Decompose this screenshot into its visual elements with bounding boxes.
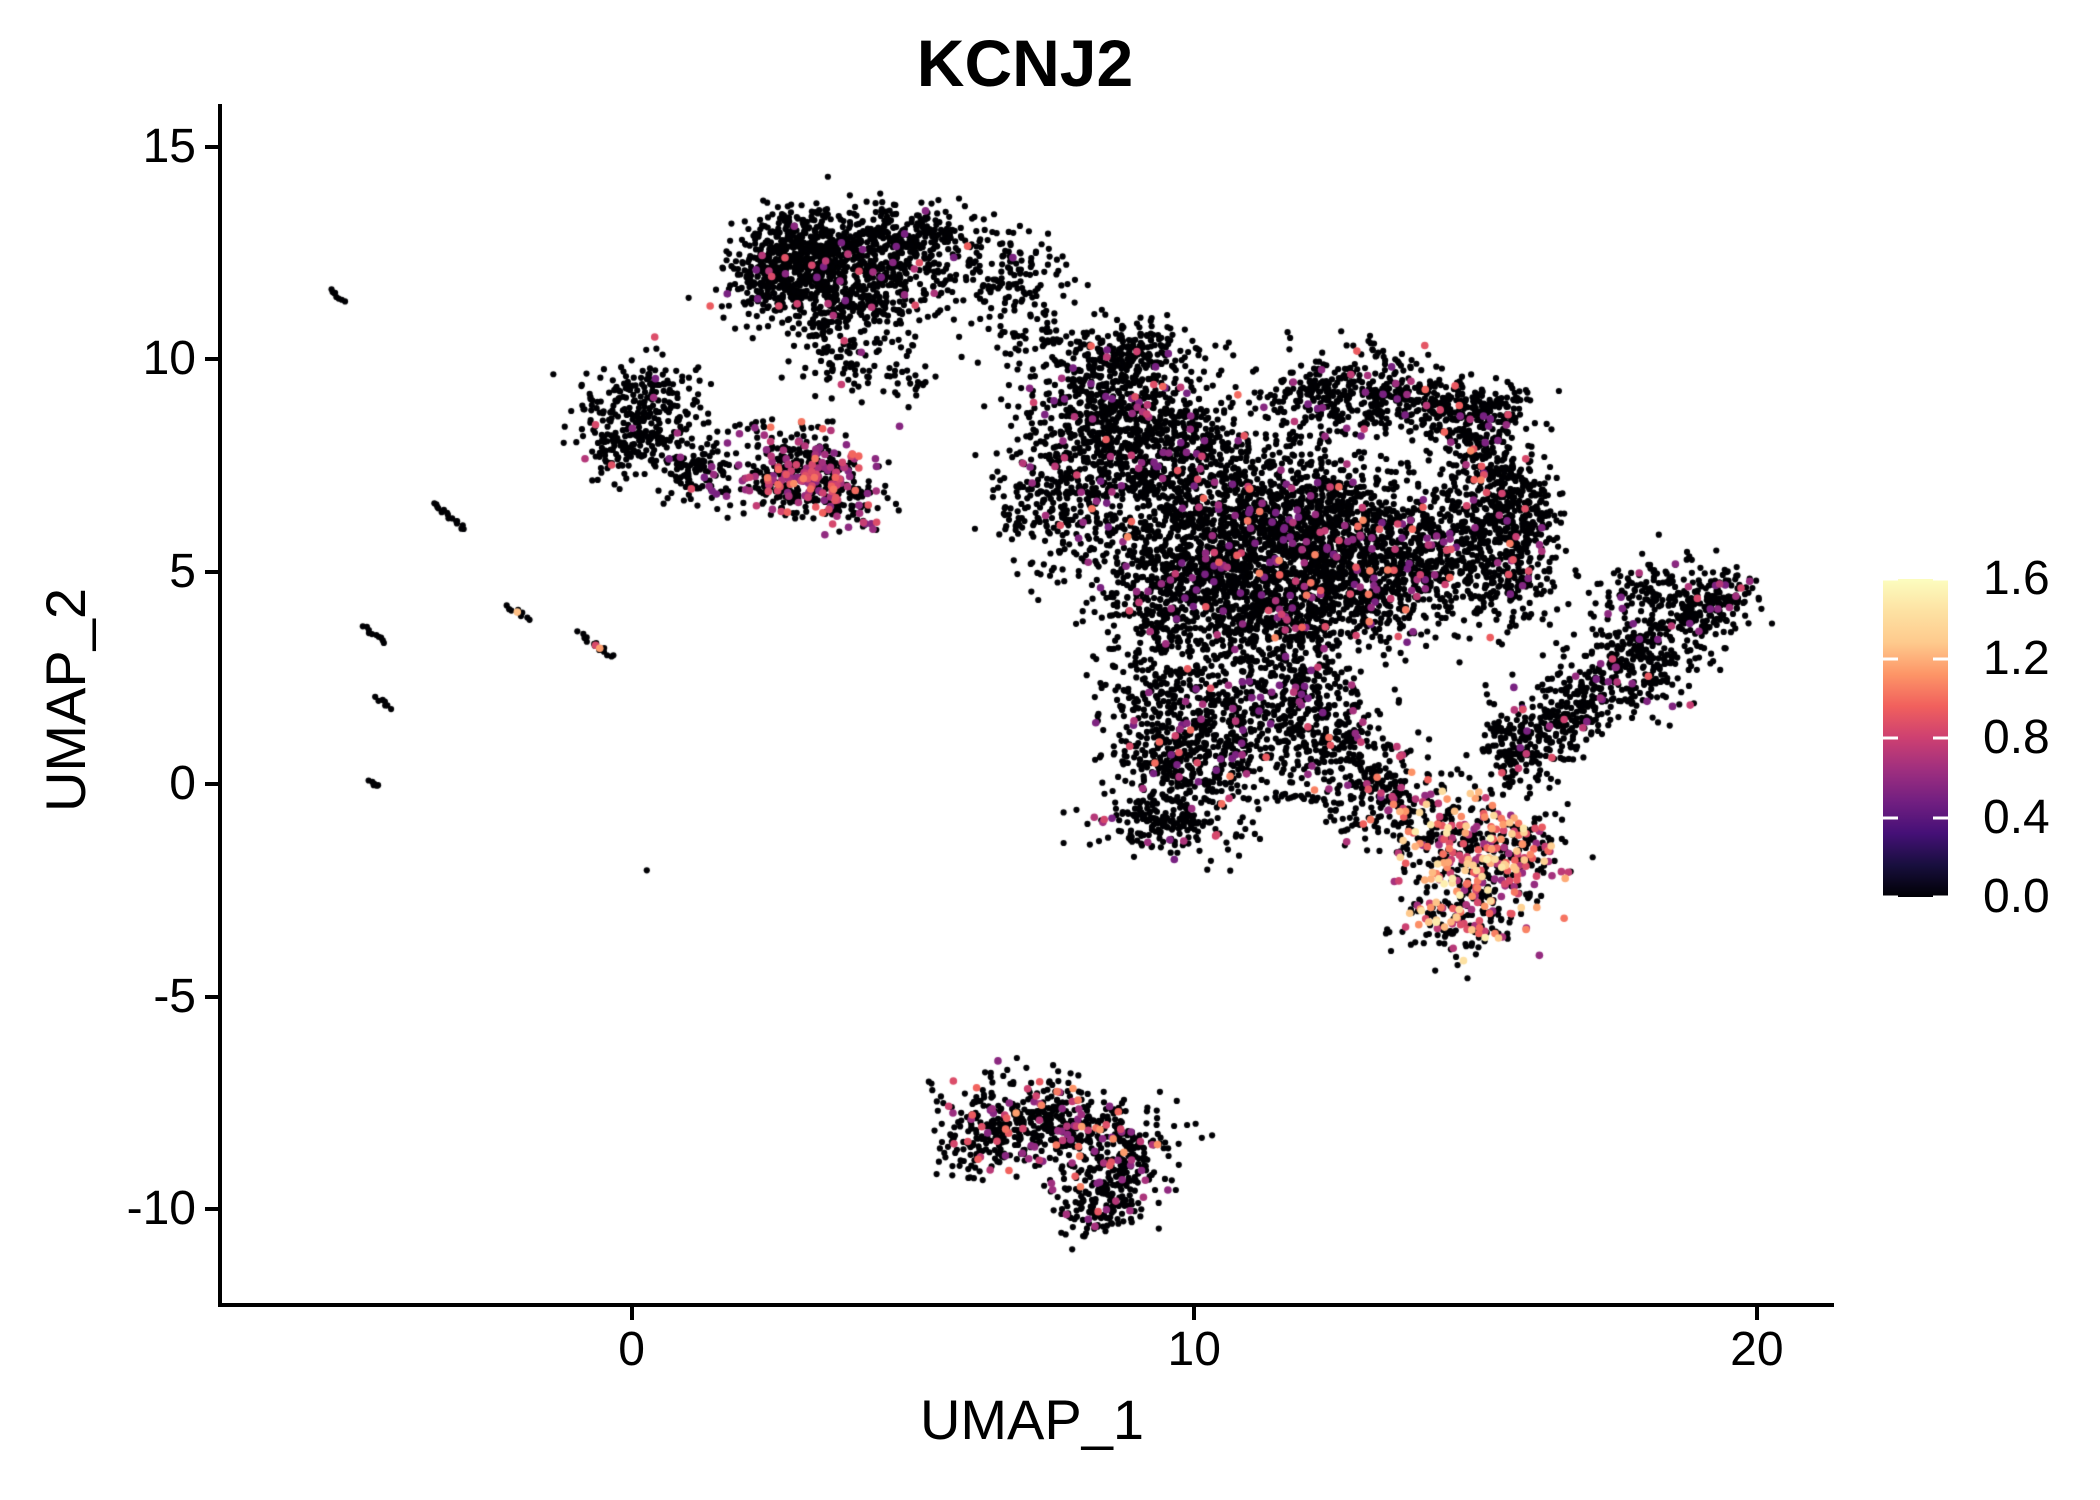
y-tick-mark: [205, 569, 218, 574]
y-axis-title: UMAP_2: [34, 587, 97, 813]
y-tick-mark: [205, 782, 218, 787]
y-tick-label: 15: [142, 119, 196, 173]
y-tick-mark: [205, 357, 218, 362]
y-axis-line: [218, 104, 222, 1307]
x-tick-mark: [1192, 1307, 1197, 1320]
x-axis-title: UMAP_1: [919, 1388, 1145, 1451]
expression-colorbar: [1883, 579, 1948, 897]
x-tick-mark: [629, 1307, 634, 1320]
colorbar-tick-label: 1.6: [1983, 552, 2050, 605]
colorbar-tick-mark: [1933, 657, 1948, 660]
colorbar-tick-label: 0.0: [1983, 870, 2050, 923]
y-tick-label: 10: [142, 332, 196, 386]
colorbar-tick-mark: [1883, 895, 1898, 897]
y-tick-mark: [205, 144, 218, 149]
y-tick-mark: [205, 1207, 218, 1212]
y-tick-mark: [205, 994, 218, 999]
y-tick-label: 0: [169, 757, 196, 811]
colorbar-tick-mark: [1883, 579, 1898, 581]
colorbar-tick-mark: [1883, 657, 1898, 660]
y-tick-label: -5: [153, 969, 196, 1023]
x-tick-mark: [1754, 1307, 1759, 1320]
x-tick-label: 0: [618, 1323, 645, 1376]
colorbar-tick-mark: [1933, 816, 1948, 819]
colorbar-tick-label: 0.4: [1983, 790, 2050, 844]
colorbar-tick-mark: [1933, 895, 1948, 897]
y-tick-label: 5: [169, 544, 196, 598]
colorbar-tick-mark: [1883, 816, 1898, 819]
x-axis-line: [218, 1303, 1834, 1307]
x-tick-label: 20: [1730, 1323, 1784, 1376]
colorbar-tick-label: 1.2: [1983, 631, 2050, 685]
y-tick-label: -10: [126, 1182, 196, 1236]
colorbar-tick-mark: [1883, 736, 1898, 740]
plot-title: KCNJ2: [916, 26, 1134, 100]
x-tick-label: 10: [1167, 1323, 1221, 1376]
colorbar-tick-mark: [1933, 579, 1948, 581]
colorbar-tick-label: 0.8: [1983, 711, 2050, 764]
colorbar-tick-mark: [1933, 736, 1948, 740]
